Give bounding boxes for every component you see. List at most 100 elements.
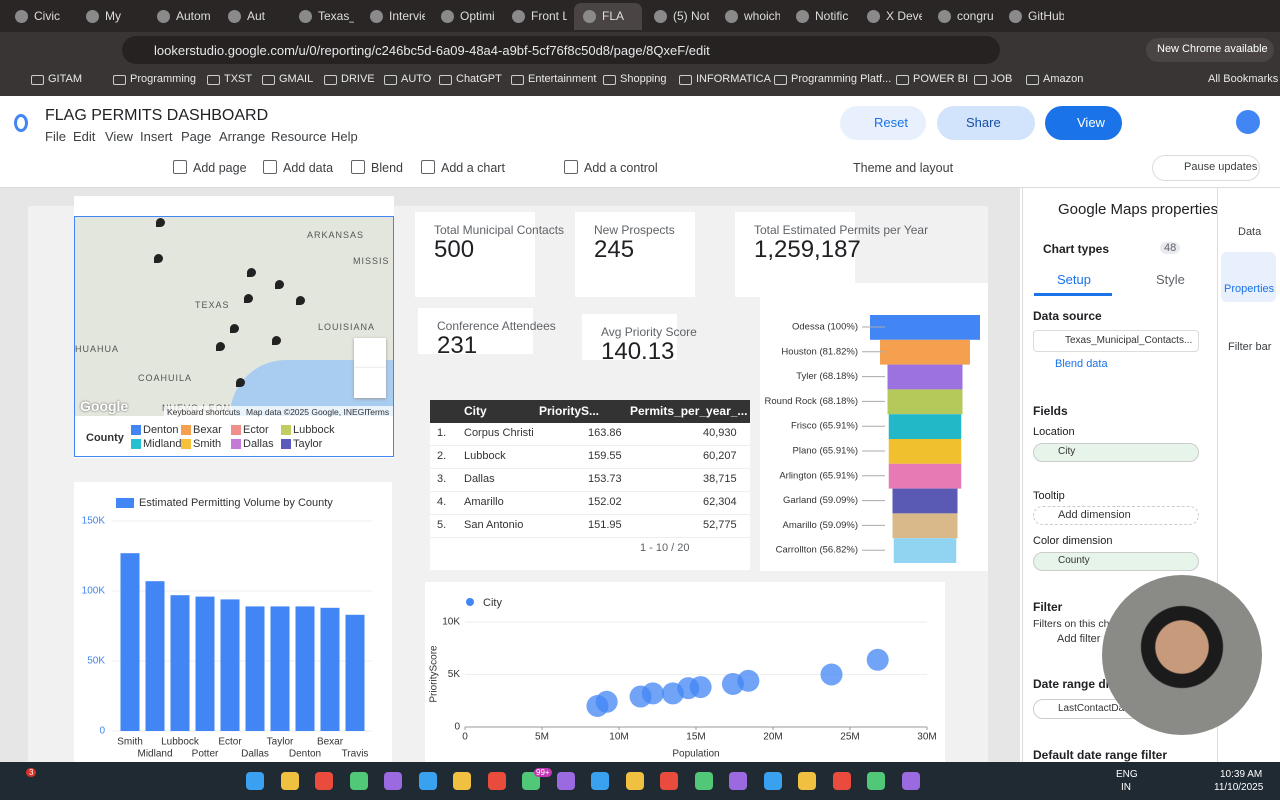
chart-types: Chart types — [1043, 242, 1110, 256]
map-footer-text: Terms — [366, 407, 390, 417]
toolbar-item[interactable]: Add page — [193, 161, 247, 175]
taskbar-icon[interactable] — [453, 772, 471, 790]
x-tick-label: Ector — [218, 737, 242, 748]
bar — [320, 607, 340, 731]
panel-title: Google Maps properties — [1058, 201, 1219, 218]
tab-title: X Deve — [886, 9, 922, 23]
menu-item[interactable]: Page — [181, 129, 212, 144]
zoom-button[interactable] — [354, 368, 386, 398]
menu-item[interactable]: Resource — [271, 129, 327, 144]
field-chip[interactable] — [1033, 552, 1199, 571]
taskbar-icon[interactable] — [487, 772, 506, 790]
row-score: 163.86 — [588, 427, 622, 439]
map-footer-text: Keyboard shortcuts — [167, 407, 241, 417]
bookmark[interactable]: Programming — [130, 73, 197, 85]
bookmark[interactable]: AUTO — [401, 73, 432, 85]
rail-item[interactable]: Data — [1238, 226, 1262, 238]
x-tick-label: Bexar — [317, 737, 344, 748]
menu-item[interactable]: Help — [331, 129, 358, 144]
chart-types-count: 48 — [1160, 242, 1181, 254]
taskbar-icon[interactable] — [660, 772, 678, 790]
taskbar-icon[interactable] — [315, 772, 333, 790]
row-index: 1. — [437, 427, 447, 439]
bookmark[interactable]: DRIVE — [341, 73, 375, 85]
data-source-chip[interactable] — [1033, 330, 1199, 352]
menu-item[interactable]: File — [45, 129, 66, 144]
scorecard — [575, 212, 695, 297]
funnel-segment — [887, 364, 963, 390]
menu-item[interactable]: View — [105, 129, 133, 144]
bookmark[interactable]: GITAM — [48, 73, 83, 85]
map-footer-text: Map data ©2025 Google, INEGI — [246, 407, 367, 417]
taskbar-icon[interactable] — [349, 772, 368, 790]
taskbar-icon[interactable] — [763, 772, 782, 790]
toolbar-item[interactable]: Add a chart — [441, 161, 505, 175]
x-tick-label: Denton — [289, 749, 321, 760]
reset-button[interactable] — [840, 106, 926, 140]
tab-underline — [1034, 293, 1112, 296]
taskbar-icon[interactable] — [867, 772, 885, 790]
x-tick-label: 0 — [462, 732, 468, 743]
share-button[interactable] — [937, 106, 1035, 140]
view-button[interactable] — [1045, 106, 1122, 140]
tab-icon — [938, 10, 951, 23]
section-label: Fields — [1033, 404, 1068, 418]
bookmark[interactable]: Amazon — [1043, 73, 1084, 85]
tab-setup[interactable]: Setup — [1057, 272, 1091, 287]
bookmark[interactable]: JOB — [991, 73, 1013, 85]
toolbar-item[interactable]: Theme and layout — [853, 161, 954, 175]
toolbar-item[interactable]: Add data — [283, 161, 334, 175]
y-tick-label: 100K — [82, 586, 106, 597]
y-axis-label: PriorityScore — [429, 645, 440, 703]
tab-title: Texas_M — [318, 9, 354, 23]
bookmark[interactable]: TXST — [224, 73, 253, 85]
zoom-button[interactable] — [354, 338, 386, 368]
tab-style[interactable]: Style — [1156, 272, 1185, 287]
bookmark[interactable]: GMAIL — [279, 73, 314, 85]
toolbar-item[interactable]: Blend — [371, 161, 403, 175]
bookmark[interactable]: Shopping — [620, 73, 667, 85]
url-box[interactable] — [122, 36, 1000, 64]
bookmark[interactable]: Entertainment — [528, 73, 597, 85]
taskbar-icon[interactable] — [901, 772, 920, 790]
taskbar-icon[interactable] — [384, 772, 402, 790]
menu-item[interactable]: Arrange — [219, 129, 266, 144]
bookmark[interactable]: Programming Platf... — [791, 73, 892, 85]
menu-item[interactable]: Insert — [140, 129, 173, 144]
all-bookmarks[interactable]: All Bookmarks — [1208, 73, 1279, 85]
y-tick-label: 0 — [99, 726, 105, 737]
selection-outline — [74, 216, 394, 457]
taskbar-icon[interactable] — [694, 772, 713, 790]
taskbar-icon[interactable] — [280, 772, 299, 790]
taskbar-icon[interactable] — [832, 772, 851, 790]
bookmark[interactable]: POWER BI — [913, 73, 969, 85]
toolbar-item[interactable]: Add a control — [584, 161, 658, 175]
taskbar-icon[interactable] — [418, 772, 437, 790]
row-score: 152.02 — [588, 496, 622, 508]
table-row — [430, 515, 750, 538]
map-marker — [230, 324, 239, 333]
field-chip[interactable] — [1033, 443, 1199, 462]
taskbar-icon[interactable] — [591, 772, 609, 790]
legend-label: Dallas — [243, 438, 274, 450]
bookmark[interactable]: INFORMATICA — [696, 73, 771, 85]
x-tick-label: Potter — [192, 749, 219, 760]
taskbar-icon[interactable] — [246, 772, 264, 790]
tab-icon — [157, 10, 170, 23]
folder-icon — [324, 75, 337, 85]
pause-button[interactable] — [1152, 155, 1260, 181]
lang: IN — [1121, 782, 1131, 793]
taskbar-icon[interactable] — [625, 772, 644, 790]
folder-icon — [679, 75, 692, 85]
row-permits: 38,715 — [703, 473, 737, 485]
menu-item[interactable]: Edit — [73, 129, 96, 144]
add-chip[interactable] — [1033, 506, 1199, 525]
rail-item[interactable]: Properties — [1224, 283, 1275, 295]
taskbar-icon[interactable] — [729, 772, 747, 790]
funnel-segment — [887, 389, 963, 415]
taskbar-icon[interactable] — [556, 772, 575, 790]
update-pill[interactable] — [1146, 38, 1274, 62]
bookmark[interactable]: ChatGPT — [456, 73, 502, 85]
rail-item[interactable]: Filter bar — [1228, 341, 1272, 353]
taskbar-icon[interactable] — [798, 772, 816, 790]
